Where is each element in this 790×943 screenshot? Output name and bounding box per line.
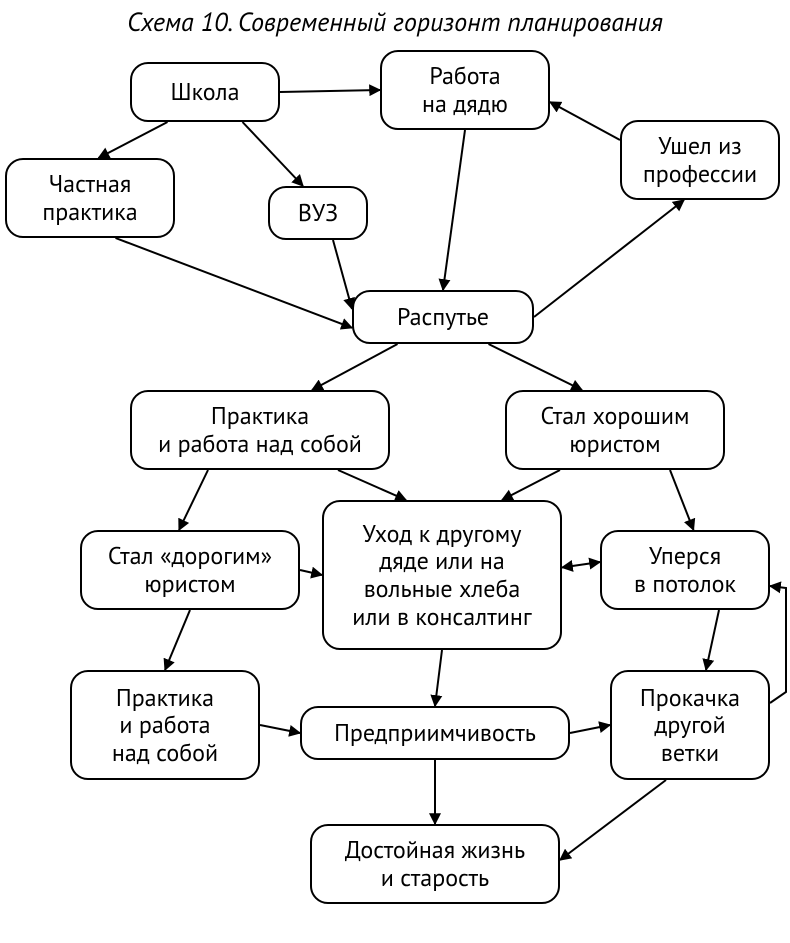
node-good_law: Стал хорошим юристом [505, 390, 725, 470]
diagram-title: Схема 10. Современный горизонт планирова… [0, 6, 790, 39]
edge-branch-life [560, 780, 666, 860]
edge-leave-ceiling [562, 562, 600, 568]
edge-work_uncle-crossroad [443, 130, 465, 290]
edge-good_law-leave [502, 470, 560, 500]
node-life: Достойная жизнь и старость [310, 824, 560, 904]
edge-leave-enterprise [435, 650, 442, 706]
node-vuz: ВУЗ [268, 186, 368, 240]
edge-priv_prac-crossroad [116, 238, 353, 328]
node-left_prof: Ушел из профессии [620, 120, 780, 200]
edge-enterprise-branch [570, 725, 610, 733]
node-leave: Уход к другому дяде или на вольные хлеба… [322, 500, 562, 650]
edge-school-work_uncle [280, 90, 380, 92]
node-ceiling: Уперся в потолок [600, 530, 770, 610]
edge-good_law-ceiling [670, 470, 694, 530]
node-practice1: Практика и работа над собой [130, 390, 390, 470]
edge-crossroad-good_law [489, 344, 583, 390]
edge-crossroad-left_prof [534, 200, 684, 317]
node-branch: Прокачка другой ветки [610, 670, 770, 780]
edge-expensive-leave [300, 570, 322, 575]
edge-school-vuz [243, 122, 304, 186]
edge-school-priv_prac [99, 122, 168, 158]
node-practice2: Практика и работа над собой [70, 670, 260, 780]
node-crossroad: Распутье [352, 290, 534, 344]
edge-vuz-crossroad [333, 240, 352, 309]
diagram-stage: Схема 10. Современный горизонт планирова… [0, 0, 790, 943]
edge-left_prof-work_uncle [550, 102, 620, 140]
edge-practice1-leave [338, 470, 406, 500]
node-enterprise: Предприимчивость [300, 706, 570, 760]
edge-expensive-practice2 [165, 610, 190, 670]
node-expensive: Стал «дорогим» юристом [80, 530, 300, 610]
node-work_uncle: Работа на дядю [380, 50, 550, 130]
edge-branch-ceiling [770, 586, 786, 703]
node-school: Школа [130, 62, 280, 122]
edge-practice2-enterprise [260, 725, 300, 733]
edge-ceiling-branch [706, 610, 719, 670]
edge-practice1-expensive [179, 470, 208, 530]
node-priv_prac: Частная практика [5, 158, 175, 238]
edge-crossroad-practice1 [312, 344, 398, 390]
